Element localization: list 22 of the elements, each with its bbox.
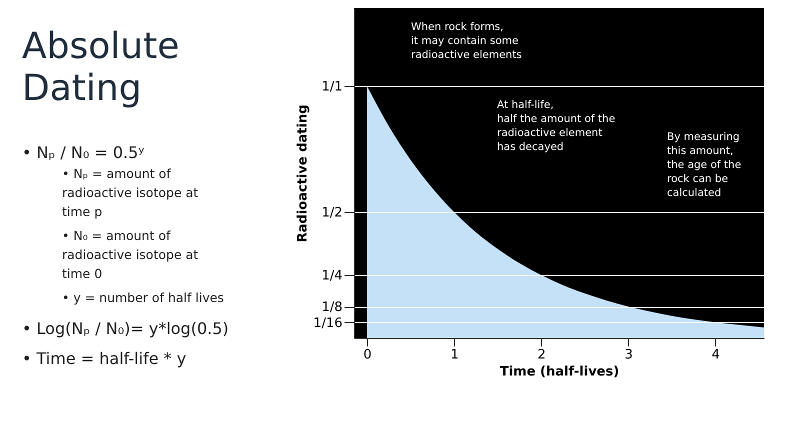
y-tick-label: 1/16 bbox=[313, 316, 342, 331]
x-tick-label: 1 bbox=[450, 348, 459, 362]
x-tick-label: 3 bbox=[624, 348, 633, 362]
annotation: By measuring this amount, the age of the rock can be calculated bbox=[667, 131, 742, 199]
annotation: At half-life, half the amount of the radioactive element has decayed bbox=[497, 99, 616, 153]
x-tick-label: 0 bbox=[363, 348, 372, 362]
text: • Nₚ / N₀ = 0.5ʸ bbox=[22, 143, 144, 162]
x-axis-title: Time (half-lives) bbox=[500, 364, 620, 380]
text: • Time = half-life * y bbox=[22, 349, 186, 368]
annotation: When rock forms, it may contain some radioactive elements bbox=[411, 21, 522, 61]
y-tick-label: 1/1 bbox=[322, 80, 342, 95]
text: Absolute Dating bbox=[22, 26, 180, 109]
y-tick-label: 1/2 bbox=[322, 206, 342, 221]
text: • y = number of half lives bbox=[62, 290, 224, 305]
x-tick-label: 2 bbox=[538, 348, 546, 362]
text: • N₀ = amount of radioactive isotope at time 0 bbox=[62, 228, 198, 281]
y-axis-title: Radioactive dating bbox=[295, 104, 310, 242]
text: • Log(Nₚ / N₀)= y*log(0.5) bbox=[22, 319, 229, 338]
text: • Nₚ = amount of radioactive isotope at time p bbox=[62, 166, 198, 219]
y-tick-label: 1/8 bbox=[322, 300, 342, 316]
x-tick-label: 4 bbox=[712, 348, 720, 362]
y-tick-label: 1/4 bbox=[322, 268, 342, 284]
